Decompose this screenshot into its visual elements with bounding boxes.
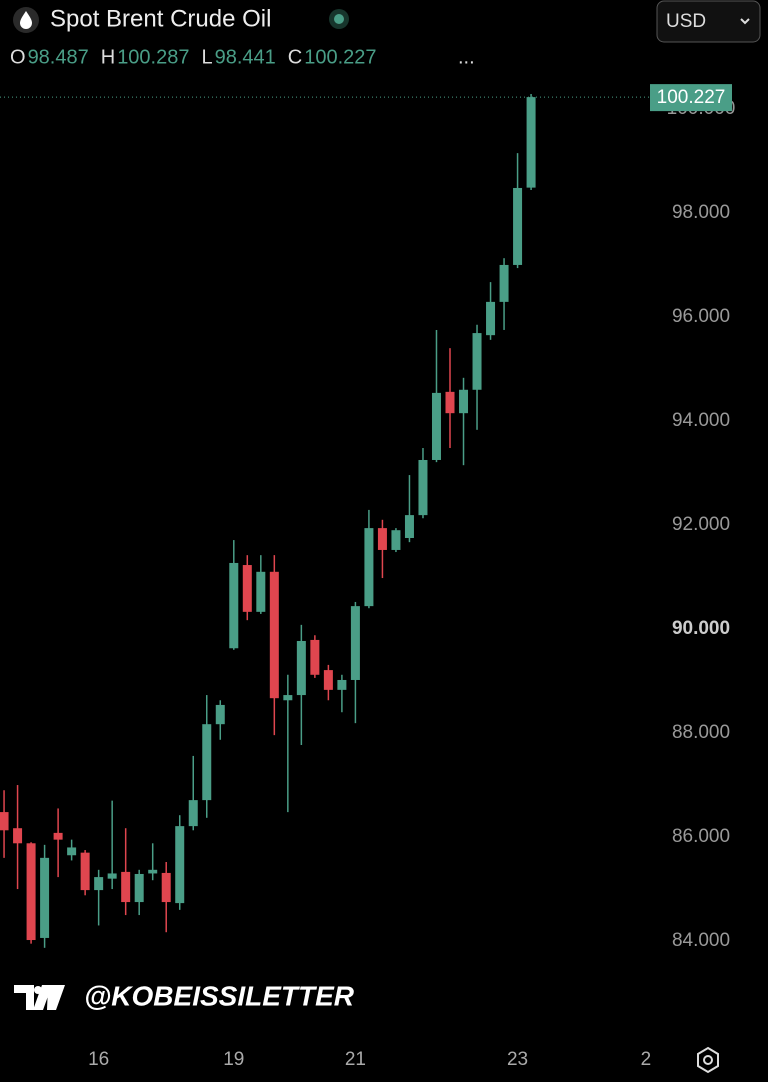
y-tick-label: 98.000 <box>672 202 730 223</box>
candle-body <box>134 873 144 903</box>
candle-body <box>40 857 50 938</box>
ohlc-label: C <box>288 46 302 68</box>
candle-body <box>283 695 293 701</box>
currency[interactable]: USD <box>666 11 706 32</box>
oil-drop <box>20 11 32 29</box>
candle-body <box>13 828 23 844</box>
candle-body <box>431 392 441 460</box>
x-tick-label: 21 <box>345 1049 366 1070</box>
candle-body <box>269 571 279 699</box>
candle-body <box>310 639 320 675</box>
candle-body <box>459 389 469 414</box>
candle-body <box>323 670 333 690</box>
y-tick-label: 84.000 <box>672 930 730 951</box>
candle-body <box>350 606 360 680</box>
candle-body <box>499 264 509 302</box>
candle-body <box>67 847 77 856</box>
x-tick-label: 2 <box>641 1049 652 1070</box>
x-tick-label: 16 <box>88 1049 109 1070</box>
candle-body <box>513 187 523 265</box>
candle-body <box>26 843 36 941</box>
candle-body <box>94 877 104 891</box>
y-tick-label: 88.000 <box>672 722 730 743</box>
candle-body <box>418 459 428 516</box>
settings-icon[interactable] <box>697 1046 719 1074</box>
candle-body <box>188 800 198 827</box>
ohlc-value: 100.227 <box>304 46 376 68</box>
candle-body <box>364 528 374 607</box>
settings-icon-center <box>703 1055 713 1065</box>
x-tick-label: 23 <box>507 1049 528 1070</box>
candle-body <box>202 724 212 801</box>
tv-logo-part <box>47 985 65 1010</box>
candle-body <box>161 872 171 903</box>
y-tick-label: 96.000 <box>672 306 730 327</box>
last-price-label: 100.227 <box>657 87 726 108</box>
y-tick-label: 86.000 <box>672 826 730 847</box>
more[interactable]: ... <box>458 46 475 68</box>
candle-body <box>404 515 414 538</box>
ohlc-label: H <box>101 46 115 68</box>
currency-select[interactable] <box>656 0 761 43</box>
candle-body <box>296 640 306 696</box>
watermark: @KOBEISSILETTER <box>84 980 355 1011</box>
y-tick-label: 90.000 <box>672 618 730 639</box>
candle-body <box>53 832 63 840</box>
candle-body <box>377 528 387 550</box>
y-tick-label: 92.000 <box>672 514 730 535</box>
symbol-title: Spot Brent Crude Oil <box>50 5 271 32</box>
candle-body <box>215 704 225 725</box>
candle-body <box>526 97 536 188</box>
candle-body <box>175 826 185 904</box>
candle-body <box>107 873 117 879</box>
ohlc-value: 98.441 <box>215 46 276 68</box>
candle-body <box>486 301 496 336</box>
status-dot <box>334 14 344 24</box>
ohlc-value: 98.487 <box>28 46 89 68</box>
chevron <box>740 18 750 25</box>
y-tick-label: 94.000 <box>672 410 730 431</box>
candle-body <box>229 562 239 649</box>
candle-body <box>472 333 482 390</box>
candle-body <box>80 852 90 891</box>
candle-body <box>148 869 158 874</box>
candle-body <box>256 571 266 612</box>
candle-body <box>391 530 401 550</box>
ohlc-value: 100.287 <box>117 46 189 68</box>
tv-logo-dot <box>34 986 42 994</box>
ohlc-label: O <box>10 46 26 68</box>
candle-body <box>121 871 131 903</box>
x-tick-label: 19 <box>223 1049 244 1070</box>
tv-logo <box>14 985 52 1010</box>
candle-body <box>445 391 455 414</box>
ohlc-label: L <box>201 46 212 68</box>
candle-body <box>242 565 252 612</box>
last-price-tag <box>650 84 732 112</box>
candle-body <box>0 812 9 831</box>
candle-body <box>337 679 347 690</box>
